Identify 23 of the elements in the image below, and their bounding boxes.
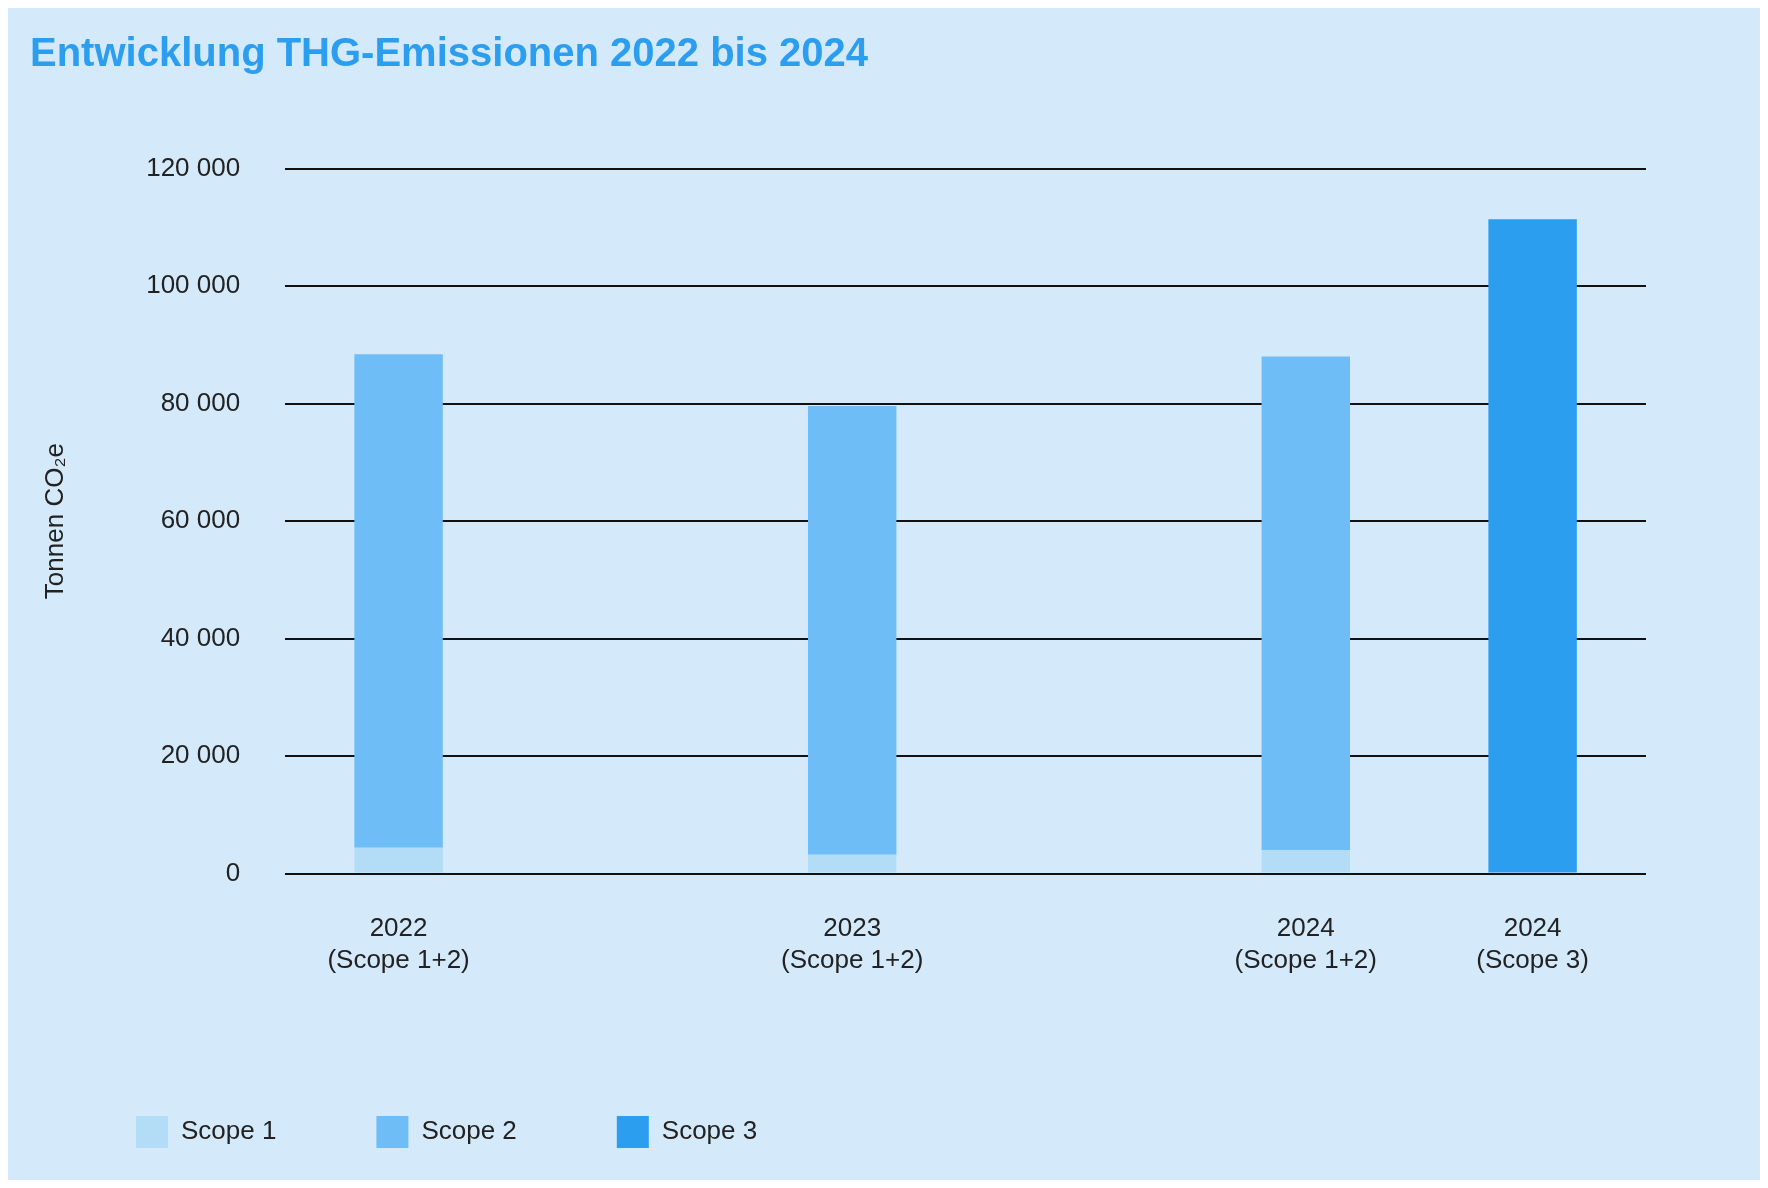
bar (1488, 219, 1577, 873)
y-tick-label: 0 (225, 856, 241, 887)
bar (807, 405, 897, 855)
y-tick-label: 40 000 (160, 621, 241, 652)
x-tick-label: 2023 (Scope 1+2) (781, 912, 924, 974)
y-tick-label: 120 000 (146, 151, 241, 182)
legend-label: Scope 3 (661, 1115, 758, 1146)
chart-title: Entwicklung THG-Emissionen 2022 bis 2024 (30, 30, 869, 75)
bar (354, 847, 443, 873)
y-tick-label: 20 000 (160, 739, 241, 770)
x-tick-label: 2022 (Scope 1+2) (327, 912, 470, 974)
y-tick-label: 100 000 (146, 269, 241, 300)
legend-label: Scope 1 (181, 1115, 277, 1146)
y-axis-title: Tonnen CO₂e (38, 443, 69, 600)
bar (1261, 850, 1351, 873)
bar (1261, 356, 1351, 851)
legend-label: Scope 2 (421, 1115, 517, 1146)
bar (354, 354, 443, 848)
x-tick-label: 2024 (Scope 3) (1476, 912, 1589, 974)
bar (807, 854, 897, 873)
x-tick-label: 2024 (Scope 1+2) (1234, 912, 1377, 974)
y-tick-label: 60 000 (160, 504, 241, 535)
y-tick-label: 80 000 (160, 386, 241, 417)
